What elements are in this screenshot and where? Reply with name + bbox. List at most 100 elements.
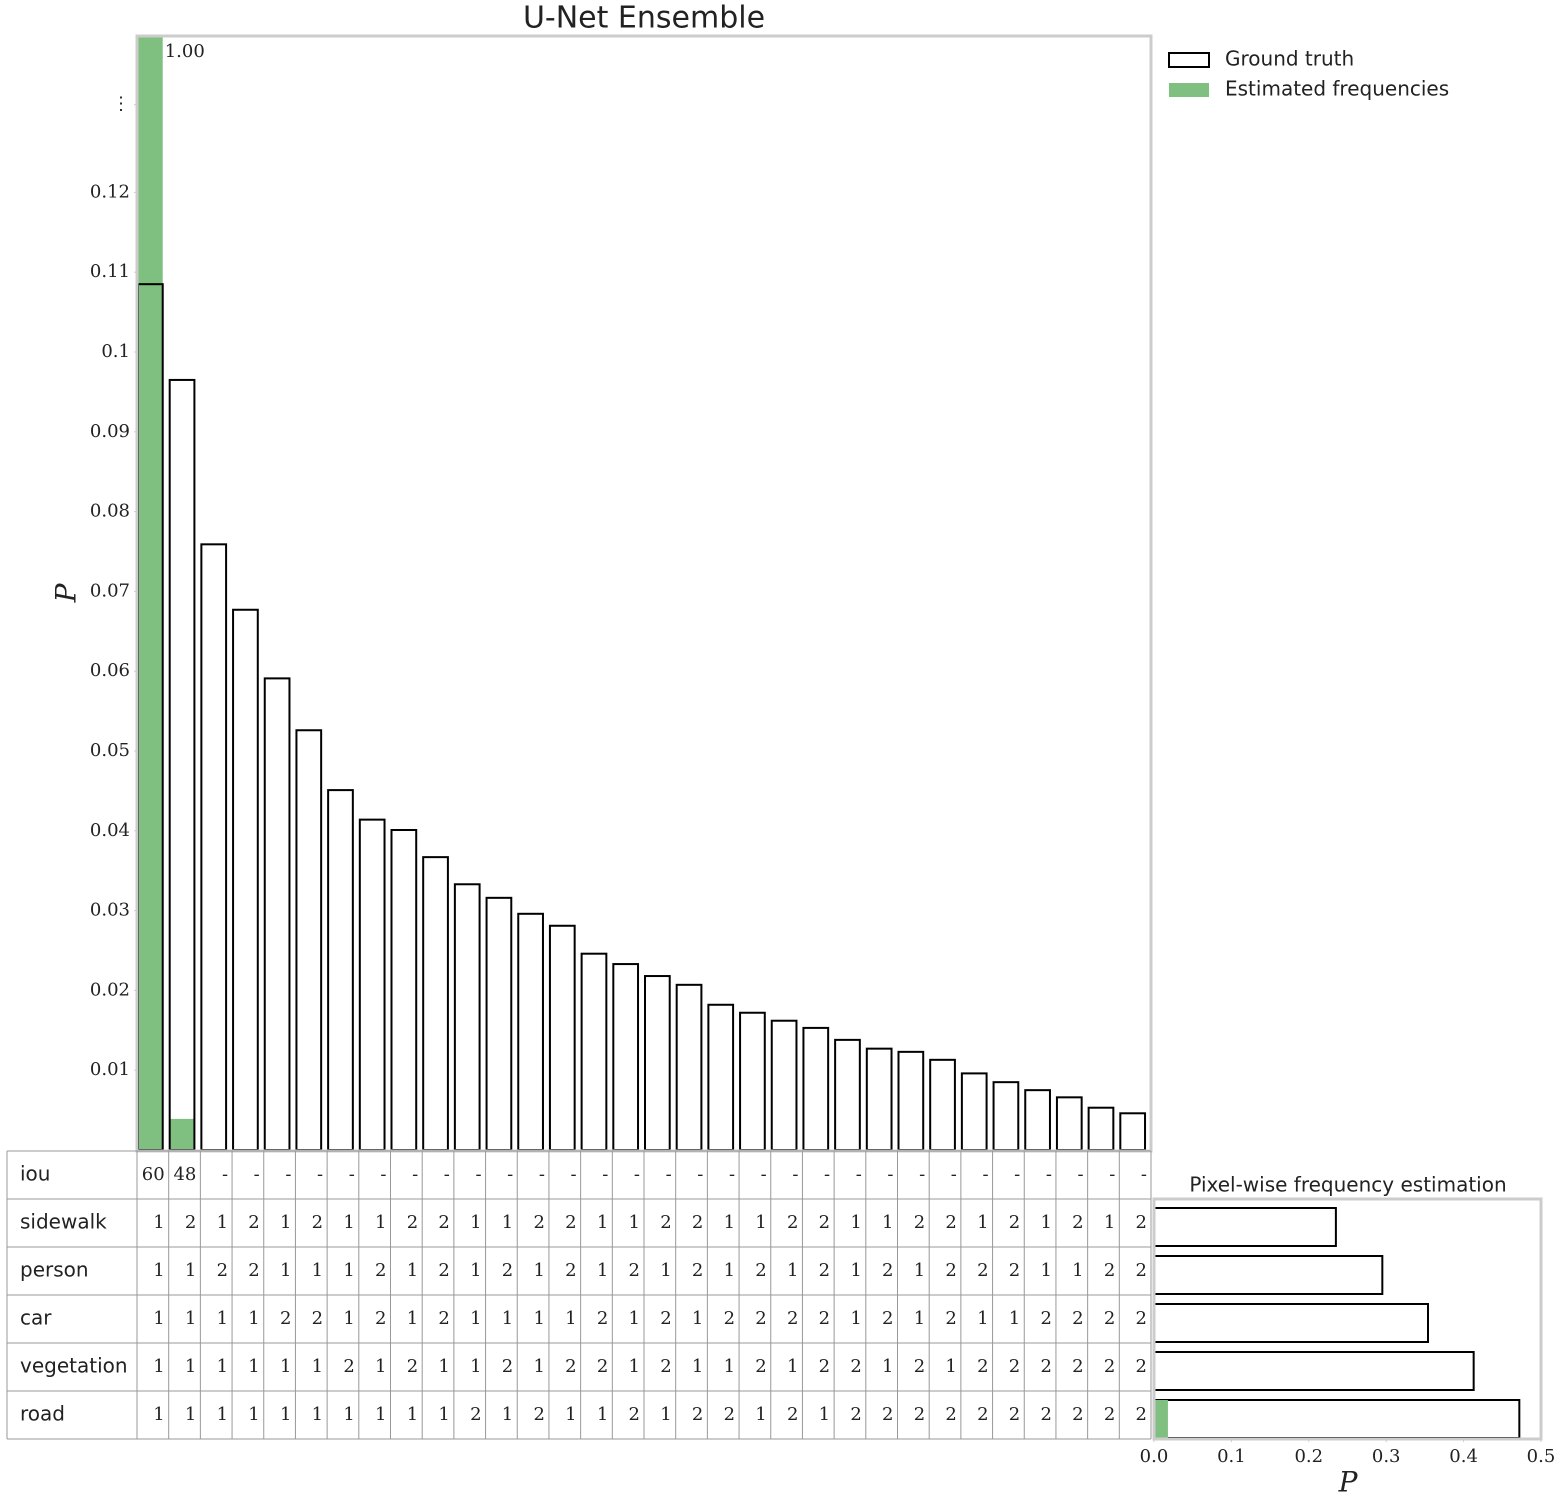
- y-tick-label: 0.07: [90, 580, 130, 601]
- table-cell: 2: [1072, 1212, 1083, 1233]
- table-cell: 2: [502, 1356, 513, 1377]
- table-cell: 1: [629, 1308, 640, 1329]
- table-cell: 1: [629, 1212, 640, 1233]
- table-cell: -: [982, 1164, 988, 1185]
- y-tick-label: ⋮: [112, 94, 130, 115]
- table-cell: 2: [533, 1404, 544, 1425]
- table-cell: 1: [280, 1260, 291, 1281]
- bar-outline: [390, 829, 418, 1150]
- bar-outline: [929, 1058, 956, 1150]
- table-cell: 1: [692, 1308, 703, 1329]
- table-cell: 1: [692, 1356, 703, 1377]
- table-cell: 1: [217, 1308, 228, 1329]
- table-cell: 1: [470, 1356, 481, 1377]
- row-label: road: [20, 1402, 65, 1426]
- table-cell: 2: [1040, 1356, 1051, 1377]
- table-cell: 1: [502, 1404, 513, 1425]
- table-cell: 2: [945, 1260, 956, 1281]
- table-cell: 2: [407, 1356, 418, 1377]
- table-cell: -: [254, 1164, 260, 1185]
- table-cell: 2: [787, 1404, 798, 1425]
- table-cell: 2: [1009, 1212, 1020, 1233]
- table-cell: 1: [153, 1260, 164, 1281]
- table-cell: 2: [1136, 1212, 1147, 1233]
- table-cell: 2: [1104, 1308, 1115, 1329]
- table-cell: -: [697, 1164, 703, 1185]
- table-cell: 1: [280, 1356, 291, 1377]
- table-cell: 60: [142, 1164, 165, 1185]
- table-cell: 1: [217, 1404, 228, 1425]
- table-cell: 2: [565, 1260, 576, 1281]
- table-cell: -: [571, 1164, 577, 1185]
- x-tick-label: 0.1: [1217, 1446, 1246, 1467]
- table-cell: 2: [882, 1404, 893, 1425]
- table-cell: 2: [819, 1260, 830, 1281]
- table-cell: 1: [375, 1404, 386, 1425]
- x-tick-label: 0.4: [1449, 1446, 1478, 1467]
- bar: [169, 1118, 195, 1150]
- row-label: sidewalk: [20, 1210, 107, 1234]
- table-cell: 2: [945, 1404, 956, 1425]
- legend-swatch: [1169, 83, 1209, 97]
- table-cell: -: [951, 1164, 957, 1185]
- table-cell: 2: [1040, 1404, 1051, 1425]
- table-cell: -: [1109, 1164, 1115, 1185]
- table-cell: 2: [502, 1260, 513, 1281]
- table-cell: 1: [629, 1356, 640, 1377]
- bar: [138, 36, 163, 1150]
- table-cell: 1: [755, 1212, 766, 1233]
- table-cell: 1: [565, 1404, 576, 1425]
- table-cell: 2: [533, 1212, 544, 1233]
- table-cell: 1: [977, 1308, 988, 1329]
- table-cell: 1: [312, 1404, 323, 1425]
- table-cell: 2: [914, 1212, 925, 1233]
- chart-title: U-Net Ensemble: [523, 1, 765, 36]
- table-cell: 1: [280, 1212, 291, 1233]
- table-cell: 2: [755, 1260, 766, 1281]
- table-cell: 1: [977, 1212, 988, 1233]
- table-cell: 2: [438, 1260, 449, 1281]
- bar-outline: [327, 789, 354, 1150]
- table-cell: 2: [470, 1404, 481, 1425]
- table-cell: 1: [312, 1260, 323, 1281]
- table-cell: 1: [217, 1212, 228, 1233]
- table-cell: 2: [850, 1404, 861, 1425]
- table-cell: 1: [850, 1212, 861, 1233]
- table-cell: 2: [819, 1356, 830, 1377]
- table-cell: 2: [1136, 1308, 1147, 1329]
- table-cell: 2: [850, 1356, 861, 1377]
- table-cell: 1: [185, 1404, 196, 1425]
- table-cell: 2: [945, 1212, 956, 1233]
- table-cell: 1: [438, 1356, 449, 1377]
- table-cell: 2: [629, 1260, 640, 1281]
- table-cell: 2: [312, 1308, 323, 1329]
- bar-outline: [358, 818, 386, 1150]
- bar-outline: [295, 729, 323, 1150]
- table-cell: 2: [438, 1212, 449, 1233]
- bar-outline: [1153, 1399, 1521, 1439]
- y-tick-label: 0.09: [90, 421, 130, 442]
- bar-outline: [453, 883, 481, 1150]
- table-cell: 2: [787, 1212, 798, 1233]
- table-cell: 48: [173, 1164, 196, 1185]
- y-tick-label: 0.12: [90, 181, 130, 202]
- table-cell: 2: [945, 1308, 956, 1329]
- table-cell: -: [285, 1164, 291, 1185]
- bar-outline: [200, 543, 228, 1150]
- table-cell: 1: [343, 1404, 354, 1425]
- table-cell: -: [539, 1164, 545, 1185]
- table-cell: 2: [692, 1260, 703, 1281]
- bar-outline: [232, 608, 259, 1150]
- table-cell: 1: [787, 1356, 798, 1377]
- table-cell: 2: [787, 1308, 798, 1329]
- table-cell: 1: [470, 1212, 481, 1233]
- table-cell: 2: [1104, 1260, 1115, 1281]
- table-cell: 2: [1072, 1308, 1083, 1329]
- table-cell: 1: [597, 1404, 608, 1425]
- y-tick-label: 0.02: [90, 979, 130, 1000]
- table-cell: 2: [438, 1308, 449, 1329]
- table-cell: 2: [375, 1308, 386, 1329]
- row-label: person: [20, 1258, 89, 1282]
- table-cell: 1: [217, 1356, 228, 1377]
- table-cell: 1: [153, 1212, 164, 1233]
